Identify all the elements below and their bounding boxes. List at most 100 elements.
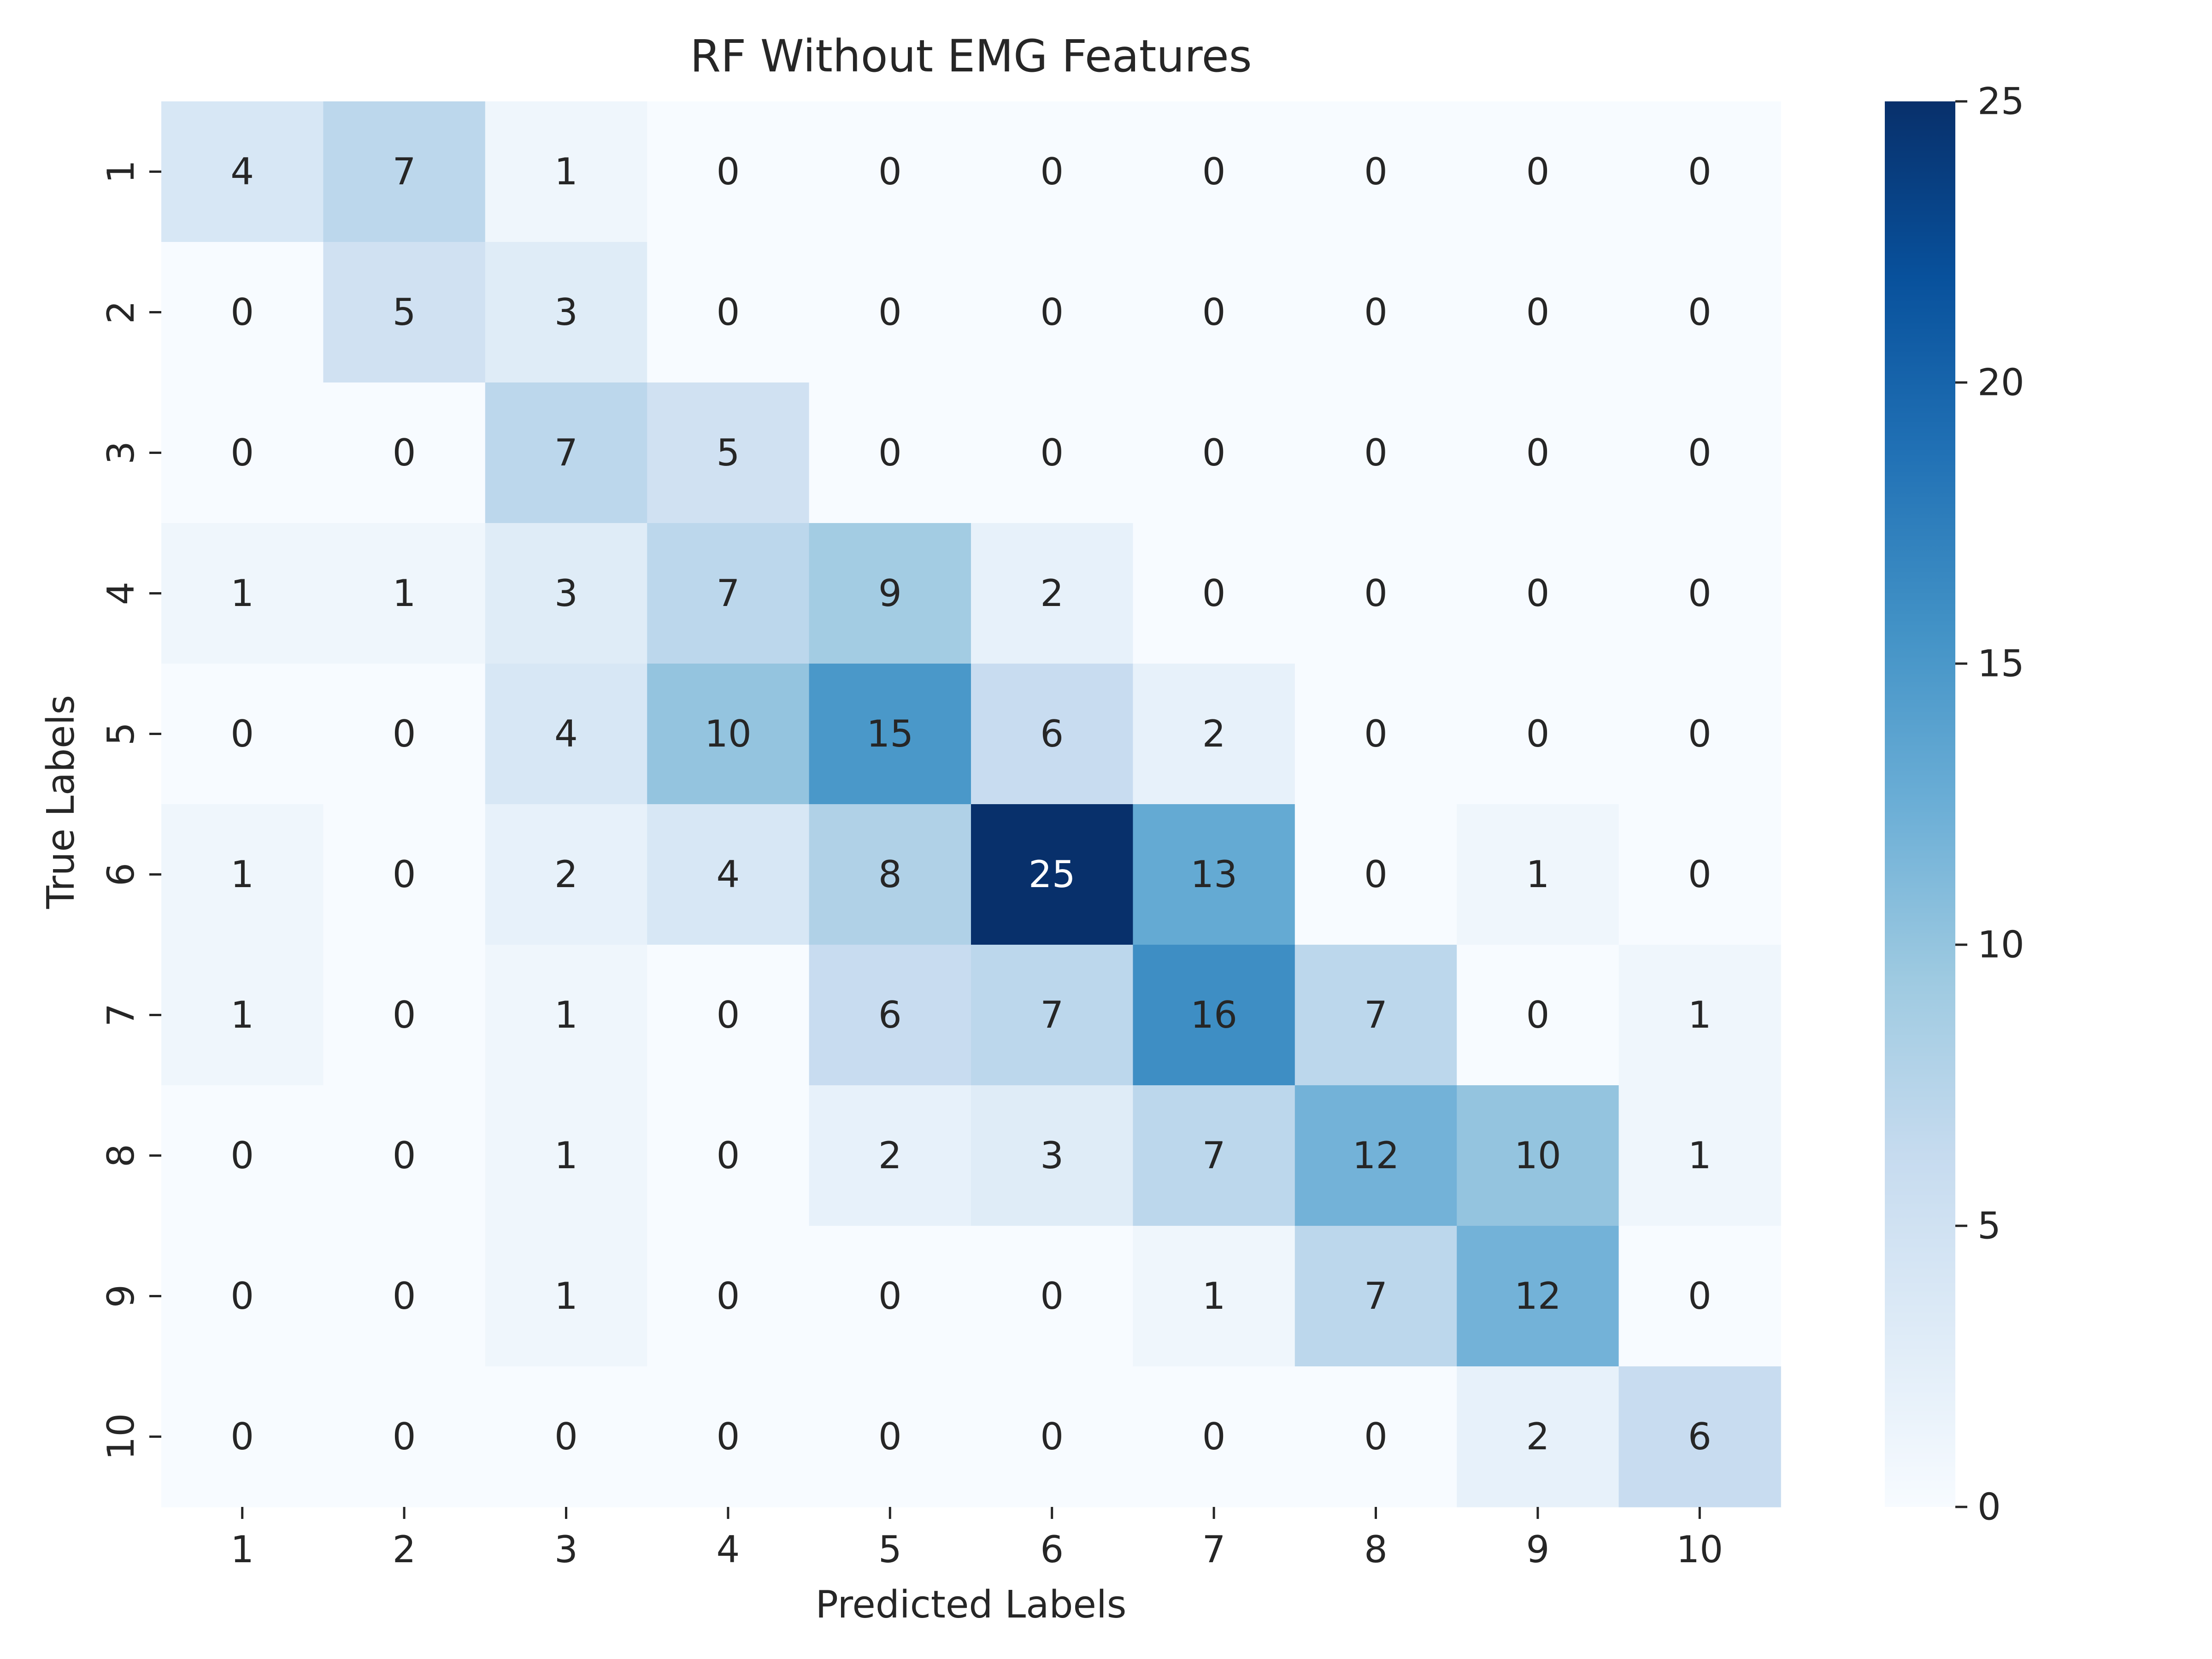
cell-value-label: 0: [1688, 150, 1712, 193]
cell-value-label: 4: [230, 150, 254, 193]
cell-value-label: 7: [1040, 994, 1064, 1036]
x-tick-label: 6: [1040, 1528, 1064, 1571]
cell-value-label: 1: [554, 1134, 578, 1177]
heatmap-cell: [485, 664, 647, 805]
heatmap-cell: [1294, 1366, 1457, 1507]
heatmap-cell: [647, 382, 810, 524]
cell-value-label: 0: [716, 1134, 740, 1177]
heatmap-cell: [323, 804, 486, 945]
cell-value-label: 5: [393, 291, 416, 334]
cell-value-label: 0: [230, 1275, 254, 1318]
heatmap-cell: [1133, 664, 1295, 805]
cell-value-label: 0: [1688, 572, 1712, 615]
cell-value-label: 0: [1202, 1415, 1226, 1458]
y-tick-label: 9: [100, 1284, 142, 1308]
y-tick-label: 6: [100, 863, 142, 886]
heatmap-cell: [809, 1085, 971, 1226]
cell-value-label: 7: [1364, 1275, 1388, 1318]
heatmap-cell: [809, 242, 971, 383]
cell-value-label: 0: [393, 712, 416, 755]
x-tick-label: 5: [878, 1528, 902, 1571]
x-tick-label: 4: [716, 1528, 740, 1571]
heatmap-cell: [647, 1366, 810, 1507]
heatmap-cell: [161, 804, 324, 945]
heatmap-cell: [971, 945, 1134, 1086]
heatmap-cell: [485, 101, 647, 242]
cell-value-label: 0: [716, 291, 740, 334]
colorbar-tick-label: 0: [1977, 1486, 2001, 1529]
cell-value-label: 0: [230, 291, 254, 334]
heatmap-cell: [1133, 242, 1295, 383]
heatmap-cell: [161, 242, 324, 383]
heatmap-cell: [1294, 242, 1457, 383]
heatmap-cell: [1133, 1366, 1295, 1507]
cell-value-label: 0: [1688, 291, 1712, 334]
cell-value-label: 0: [878, 431, 902, 474]
cell-value-label: 1: [230, 994, 254, 1036]
heatmap-cell: [1457, 945, 1619, 1086]
heatmap-cell: [323, 101, 486, 242]
heatmap-cell: [809, 664, 971, 805]
heatmap-cell: [323, 382, 486, 524]
heatmap-cell: [1294, 382, 1457, 524]
cell-value-label: 0: [393, 1134, 416, 1177]
y-tick-label: 4: [100, 582, 142, 605]
heatmap-cell: [161, 1085, 324, 1226]
cell-value-label: 12: [1353, 1134, 1400, 1177]
cell-value-label: 0: [878, 1275, 902, 1318]
cell-value-label: 0: [1688, 431, 1712, 474]
heatmap-cell: [809, 101, 971, 242]
heatmap-cell: [1618, 1366, 1781, 1507]
cell-value-label: 6: [1688, 1415, 1712, 1458]
heatmap-cell: [647, 523, 810, 664]
heatmap-cells: [161, 101, 1781, 1507]
cell-value-label: 0: [1364, 291, 1388, 334]
cell-value-label: 0: [1526, 150, 1549, 193]
heatmap-cell: [1133, 382, 1295, 524]
heatmap-cell: [647, 1085, 810, 1226]
cell-value-label: 0: [1040, 431, 1064, 474]
heatmap-cell: [971, 1366, 1134, 1507]
cell-value-label: 0: [1688, 853, 1712, 896]
cell-value-label: 0: [1364, 572, 1388, 615]
heatmap-cell: [485, 382, 647, 524]
cell-value-label: 6: [878, 994, 902, 1036]
heatmap-cell-labels: 4 7 1 0 0 0 0 0 0 00 5 3 0 0 0 0 0 0 00 0 7 5 0 0 0 0 0 01 1 3 7 9 2 0 0 0 0…: [230, 150, 1712, 1458]
heatmap-cell: [1457, 523, 1619, 664]
cell-value-label: 0: [230, 431, 254, 474]
cell-value-label: 7: [1364, 994, 1388, 1036]
heatmap-cell: [1457, 1366, 1619, 1507]
cell-value-label: 0: [1040, 1415, 1064, 1458]
cell-value-label: 0: [1040, 150, 1064, 193]
colorbar: [1885, 101, 1955, 1507]
heatmap-cell: [971, 523, 1134, 664]
heatmap-cell: [161, 1226, 324, 1367]
cell-value-label: 0: [878, 1415, 902, 1458]
cell-value-label: 25: [1029, 853, 1076, 896]
cell-value-label: 0: [393, 853, 416, 896]
cell-value-label: 0: [1364, 431, 1388, 474]
heatmap-cell: [647, 804, 810, 945]
heatmap-cell: [323, 242, 486, 383]
cell-value-label: 0: [1688, 712, 1712, 755]
cell-value-label: 0: [230, 1415, 254, 1458]
heatmap-cell: [161, 664, 324, 805]
heatmap-cell: [161, 382, 324, 524]
cell-value-label: 1: [230, 853, 254, 896]
cell-value-label: 2: [1040, 572, 1064, 615]
heatmap-cell: [485, 1226, 647, 1367]
y-tick-label: 3: [100, 441, 142, 465]
cell-value-label: 0: [1040, 1275, 1064, 1318]
heatmap-cell: [809, 1366, 971, 1507]
cell-value-label: 16: [1190, 994, 1237, 1036]
cell-value-label: 2: [1202, 712, 1226, 755]
cell-value-label: 3: [554, 572, 578, 615]
heatmap-cell: [161, 523, 324, 664]
cell-value-label: 0: [1364, 853, 1388, 896]
cell-value-label: 7: [1202, 1134, 1226, 1177]
cell-value-label: 0: [393, 1415, 416, 1458]
heatmap-cell: [1457, 1226, 1619, 1367]
x-axis: 1 2 3 4 5 6 7 8 9 10: [230, 1507, 1723, 1571]
cell-value-label: 2: [878, 1134, 902, 1177]
